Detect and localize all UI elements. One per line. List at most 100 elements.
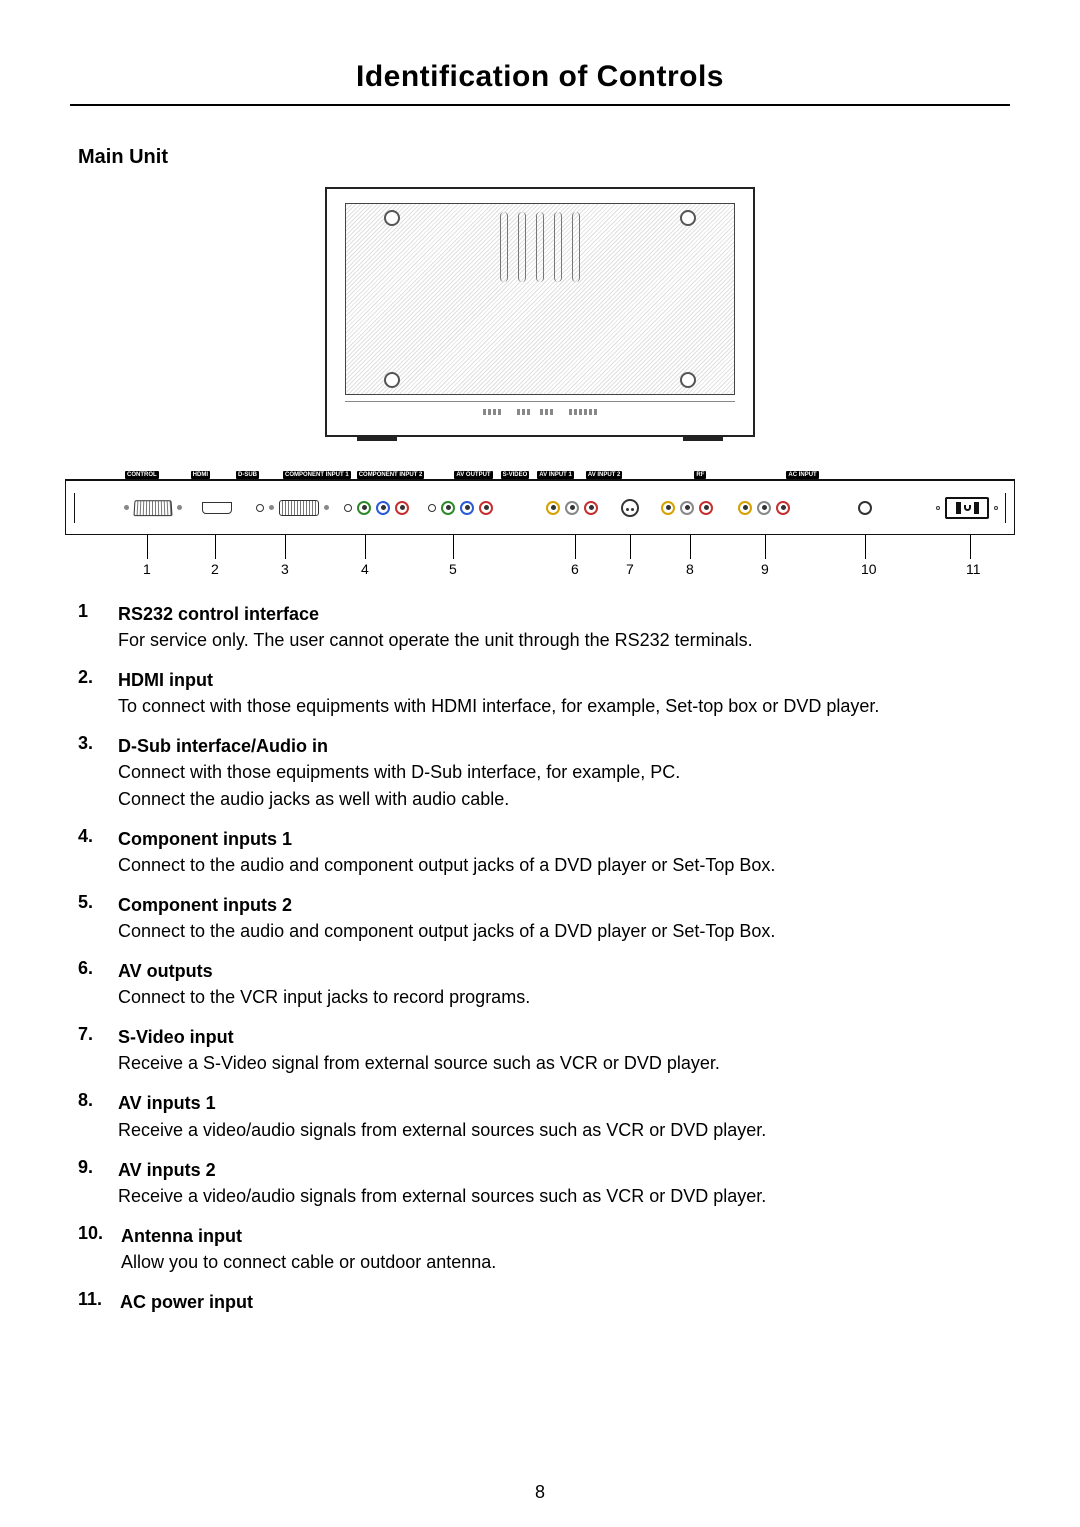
callout-leader: [285, 535, 286, 559]
port-av1: [661, 501, 713, 515]
port-component2: [428, 501, 493, 515]
item-title: Component inputs 1: [118, 829, 292, 849]
port-avout: [546, 501, 598, 515]
screw-icon: [384, 372, 400, 388]
item-title: AC power input: [120, 1292, 253, 1312]
item-number: 5: [78, 892, 100, 913]
item-desc: Connect to the audio and component outpu…: [118, 852, 1010, 878]
item-title: S-Video input: [118, 1027, 234, 1047]
item-desc: Receive a video/audio signals from exter…: [118, 1117, 1010, 1143]
item-body: RS232 control interface For service only.…: [118, 601, 1010, 653]
list-item: 5 Component inputs 2 Connect to the audio …: [78, 892, 1010, 944]
callout-leader: [630, 535, 631, 559]
item-title: RS232 control interface: [118, 604, 319, 624]
item-body: D-Sub interface/Audio in Connect with tho…: [118, 733, 1010, 811]
item-body: Component inputs 2 Connect to the audio a…: [118, 892, 1010, 944]
label-avout: AV OUTPUT: [454, 471, 492, 479]
tv-port-strip: [345, 401, 735, 421]
port-component1: [344, 501, 409, 515]
item-desc: Connect to the VCR input jacks to record…: [118, 984, 1010, 1010]
tv-inner-panel: [345, 203, 735, 395]
list-item: 4Component inputs 1Connect to the audio …: [78, 826, 1010, 878]
item-desc: Connect the audio jacks as well with aud…: [118, 786, 1010, 812]
item-body: HDMI input To connect with those equipmen…: [118, 667, 1010, 719]
screw-icon: [680, 210, 696, 226]
diagram-area: . CONTROL . HDMI . D-SUB . COMPONENT INP…: [70, 187, 1010, 585]
list-item: 6AV outputsConnect to the VCR input jack…: [78, 958, 1010, 1010]
port-rs232: [124, 500, 182, 516]
screw-icon: [680, 372, 696, 388]
document-page: Identification of Controls Main Unit: [0, 0, 1080, 1527]
callout-leader: [215, 535, 216, 559]
page-number: 8: [0, 1482, 1080, 1503]
item-title: D-Sub interface/Audio in: [118, 736, 328, 756]
callout-number: 8: [686, 561, 694, 577]
list-item: 3 D-Sub interface/Audio in Connect with th…: [78, 733, 1010, 811]
callout-number: 5: [449, 561, 457, 577]
callout-number: 2: [211, 561, 219, 577]
port-hdmi: [202, 502, 232, 514]
callout-leader: [690, 535, 691, 559]
item-title: AV inputs 1: [118, 1093, 216, 1113]
label-control: CONTROL: [125, 471, 159, 479]
label-ac: AC INPUT: [786, 471, 818, 479]
label-hdmi: HDMI: [191, 471, 210, 479]
callout-number: 11: [966, 561, 981, 577]
item-desc: Allow you to connect cable or outdoor an…: [121, 1249, 1010, 1275]
callout-leader: [147, 535, 148, 559]
callout-numbers: 1234567891011: [65, 535, 1015, 585]
port-labels-row: . CONTROL . HDMI . D-SUB . COMPONENT INP…: [65, 461, 1015, 479]
ports-panel-diagram: . CONTROL . HDMI . D-SUB . COMPONENT INP…: [65, 461, 1015, 585]
screw-icon: [384, 210, 400, 226]
tv-rear-diagram: [325, 187, 755, 437]
port-rf: [858, 501, 872, 515]
page-title: Identification of Controls: [70, 60, 1010, 94]
vent-group: [500, 212, 580, 282]
item-title: HDMI input: [118, 670, 213, 690]
callout-number: 9: [761, 561, 769, 577]
callout-leader: [970, 535, 971, 559]
tv-foot: [683, 435, 723, 441]
port-svideo: [621, 499, 639, 517]
item-number: 9: [78, 1157, 100, 1178]
label-svideo: S-VIDEO: [501, 471, 530, 479]
label-rf: RF: [694, 471, 706, 479]
callout-leader: [453, 535, 454, 559]
item-title: Component inputs 2: [118, 895, 292, 915]
callout-number: 3: [281, 561, 289, 577]
label-comp2: COMPONENT INPUT 2: [357, 471, 425, 479]
label-comp1: COMPONENT INPUT 1: [283, 471, 351, 479]
port-dsub: [256, 500, 329, 516]
list-item: 9 AV inputs 2Receive a video/audio signal…: [78, 1157, 1010, 1209]
item-number: 8: [78, 1090, 100, 1111]
item-number: 10: [78, 1223, 103, 1244]
item-body: AC power input: [120, 1289, 1010, 1315]
list-item: 8 AV inputs 1 Receive a video/audio signal…: [78, 1090, 1010, 1142]
item-body: AV outputsConnect to the VCR input jacks…: [118, 958, 1010, 1010]
item-desc: For service only. The user cannot operat…: [118, 627, 1010, 653]
callout-leader: [365, 535, 366, 559]
callout-number: 6: [571, 561, 579, 577]
item-desc: Connect to the audio and component outpu…: [118, 918, 1010, 944]
item-desc: To connect with those equipments with HD…: [118, 693, 1010, 719]
item-body: AV inputs 2Receive a video/audio signals…: [118, 1157, 1010, 1209]
panel-edge: [65, 493, 75, 523]
item-desc: Receive a S-Video signal from external s…: [118, 1050, 1010, 1076]
item-body: Antenna inputAllow you to connect cable …: [121, 1223, 1010, 1275]
item-desc: Connect with those equipments with D-Sub…: [118, 759, 1010, 785]
port-ac: [936, 497, 998, 519]
list-item: 2HDMI inputTo connect with those equipme…: [78, 667, 1010, 719]
callout-leader: [865, 535, 866, 559]
list-item: 1RS232 control interfaceFor service only…: [78, 601, 1010, 653]
section-heading: Main Unit: [78, 146, 1010, 169]
callout-leader: [575, 535, 576, 559]
list-item: 10 Antenna inputAllow you to connect cabl…: [78, 1223, 1010, 1275]
item-desc: Receive a video/audio signals from exter…: [118, 1183, 1010, 1209]
label-av2: AV INPUT 2: [586, 471, 623, 479]
item-number: 11: [78, 1289, 102, 1310]
callout-number: 1: [143, 561, 151, 577]
label-dsub: D-SUB: [236, 471, 259, 479]
callout-leader: [765, 535, 766, 559]
label-av1: AV INPUT 1: [537, 471, 574, 479]
item-number: 3: [78, 733, 100, 754]
